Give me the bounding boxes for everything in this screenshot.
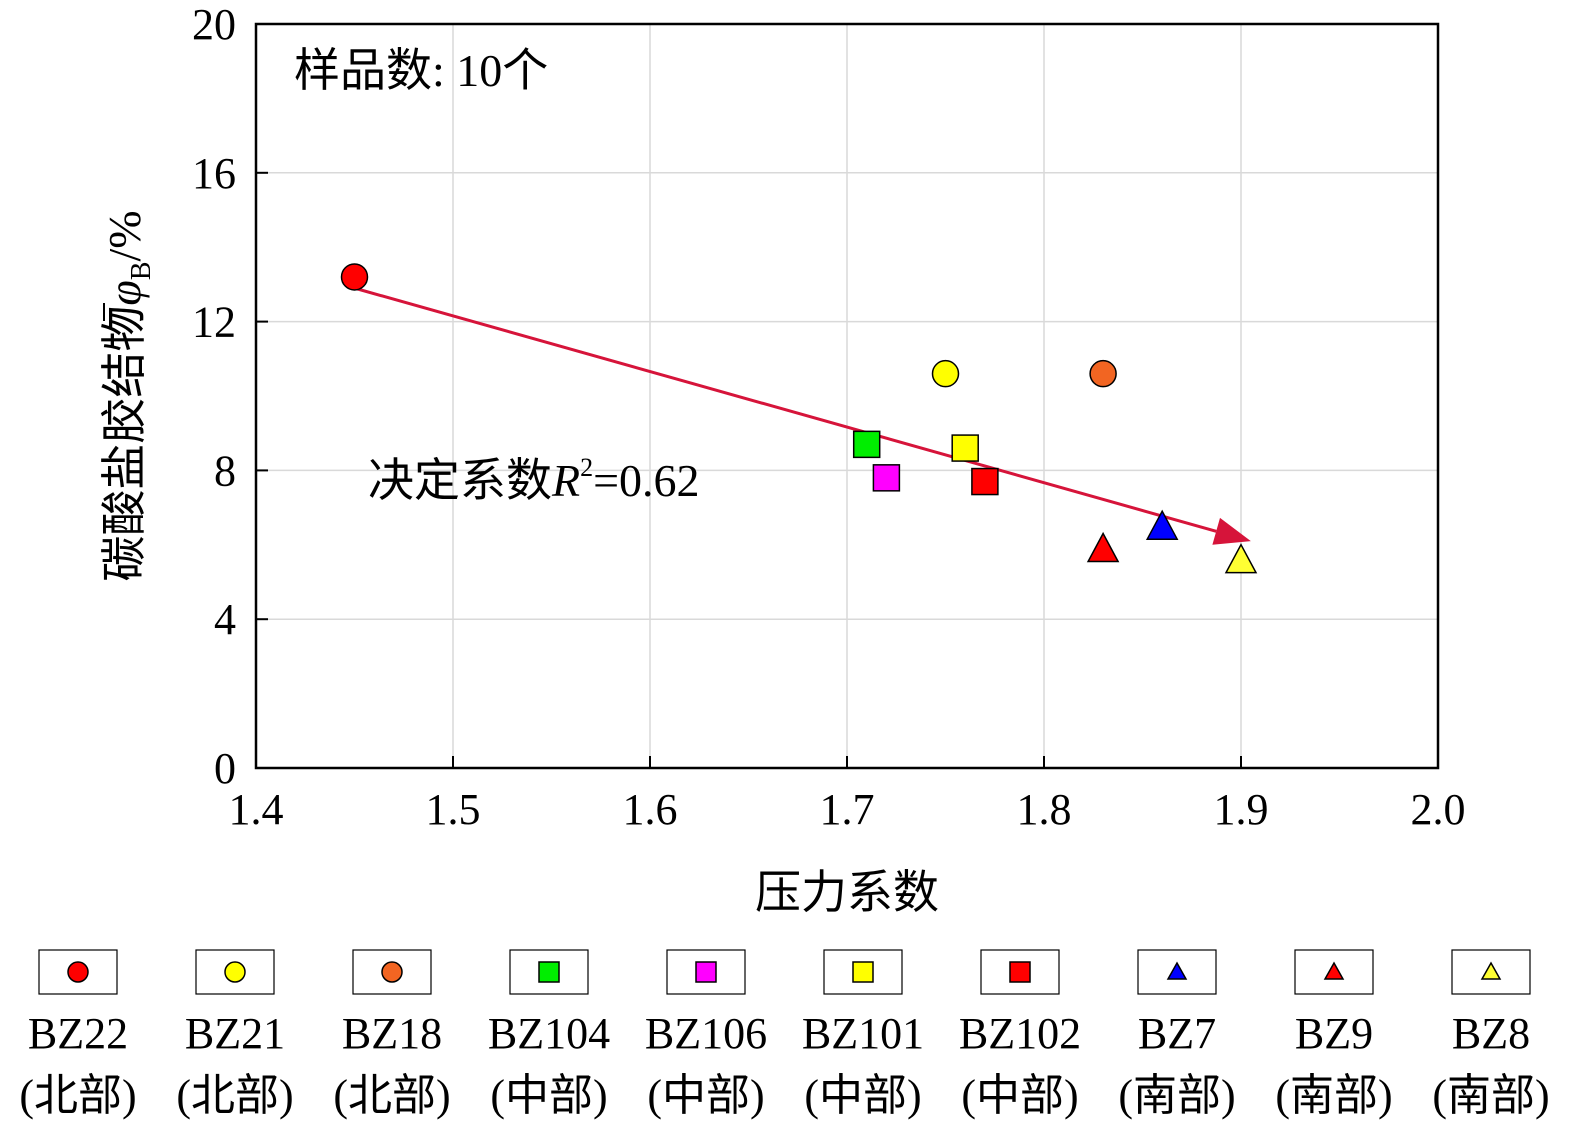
grid-lines	[256, 24, 1438, 768]
y-axis-label: 碳酸盐胶结物φB/%	[99, 210, 157, 581]
legend-marker	[1009, 961, 1031, 983]
legend-marker	[538, 961, 560, 983]
legend: BZ22 (北部) BZ21 (北部) BZ18 (北部) BZ104 (中部) BZ106 (中…	[19, 949, 1550, 1120]
legend-marker	[1480, 961, 1502, 980]
trend-arrowhead	[1212, 517, 1251, 545]
legend-label-name: BZ18	[342, 1009, 442, 1058]
data-points	[340, 263, 1258, 574]
legend-label-name: BZ101	[802, 1009, 924, 1058]
y-tick-label: 8	[214, 446, 236, 495]
legend-item-bz102: BZ102 (中部)	[959, 949, 1081, 1120]
legend-label-region: (南部)	[1432, 1071, 1549, 1120]
legend-label-name: BZ21	[185, 1009, 285, 1058]
legend-label-name: BZ106	[645, 1009, 767, 1058]
legend-item-bz21: BZ21 (北部)	[176, 949, 294, 1120]
data-point-bz104	[852, 430, 881, 459]
legend-marker	[67, 961, 89, 983]
legend-label-name: BZ9	[1295, 1009, 1373, 1058]
trend-line	[354, 286, 1217, 533]
legend-label-name: BZ7	[1138, 1009, 1216, 1058]
legend-marker	[695, 961, 717, 983]
y-axis-label-text: 碳酸盐胶结物	[99, 306, 150, 582]
legend-item-bz18: BZ18 (北部)	[333, 949, 451, 1120]
x-tick-label: 2.0	[1411, 785, 1466, 834]
x-axis-ticks: 1.4 1.5 1.6 1.7 1.8 1.9 2.0	[229, 756, 1466, 834]
y-tick-label: 20	[192, 0, 236, 49]
legend-label-region: (北部)	[19, 1071, 136, 1120]
r2-prefix: 决定系数	[368, 455, 552, 506]
legend-label-name: BZ22	[28, 1009, 128, 1058]
legend-item-bz104: BZ104 (中部)	[488, 949, 610, 1120]
legend-item-bz22: BZ22 (北部)	[19, 949, 137, 1120]
x-tick-label: 1.6	[623, 785, 678, 834]
r2-value: =0.62	[593, 455, 699, 506]
data-point-bz8	[1224, 543, 1258, 574]
x-tick-label: 1.8	[1017, 785, 1072, 834]
data-point-bz101	[951, 434, 979, 462]
legend-marker	[381, 961, 403, 983]
legend-label-region: (北部)	[333, 1071, 450, 1120]
legend-label-region: (中部)	[961, 1071, 1078, 1120]
legend-marker	[1166, 961, 1188, 980]
data-point-bz106	[872, 464, 901, 492]
legend-item-bz101: BZ101 (中部)	[802, 949, 924, 1120]
x-axis-label: 压力系数	[755, 867, 939, 918]
legend-item-bz7: BZ7 (南部)	[1118, 949, 1236, 1120]
r2-exponent: 2	[580, 453, 593, 482]
legend-label-region: (北部)	[176, 1071, 293, 1120]
legend-label-name: BZ8	[1452, 1009, 1530, 1058]
data-point-bz7	[1145, 509, 1179, 540]
data-point-bz18	[1089, 359, 1117, 388]
y-axis-ticks: 0 4 8 12 16 20	[192, 0, 268, 793]
legend-item-bz8: BZ8 (南部)	[1432, 949, 1550, 1120]
legend-label-name: BZ102	[959, 1009, 1081, 1058]
data-point-bz21	[931, 359, 960, 388]
legend-item-bz106: BZ106 (中部)	[645, 949, 767, 1120]
legend-item-bz9: BZ9 (南部)	[1275, 949, 1393, 1120]
legend-label-region: (中部)	[490, 1071, 607, 1120]
data-point-bz9	[1086, 531, 1120, 563]
sample-count-annotation: 样品数: 10个	[294, 45, 548, 96]
r2-symbol: R	[551, 455, 580, 506]
legend-label-name: BZ104	[488, 1009, 610, 1058]
y-tick-label: 12	[192, 298, 236, 347]
y-tick-label: 4	[214, 595, 236, 644]
r2-annotation: 决定系数R2=0.62	[368, 453, 700, 506]
y-axis-label-subscript: B	[126, 261, 157, 280]
y-axis-label-unit: /%	[99, 210, 150, 261]
legend-marker	[1323, 961, 1345, 980]
legend-marker	[852, 961, 874, 983]
legend-label-region: (中部)	[804, 1071, 921, 1120]
x-tick-label: 1.4	[229, 785, 284, 834]
data-point-bz102	[971, 467, 999, 496]
y-tick-label: 0	[214, 744, 236, 793]
data-point-bz22	[340, 263, 369, 291]
legend-label-region: (南部)	[1118, 1071, 1235, 1120]
x-tick-label: 1.7	[820, 785, 875, 834]
x-tick-label: 1.9	[1214, 785, 1269, 834]
legend-label-region: (南部)	[1275, 1071, 1392, 1120]
legend-label-region: (中部)	[647, 1071, 764, 1120]
x-tick-label: 1.5	[426, 785, 481, 834]
y-axis-label-symbol: φ	[99, 280, 150, 305]
legend-marker	[224, 961, 246, 983]
legend-swatch-box	[352, 949, 432, 995]
y-tick-label: 16	[192, 149, 236, 198]
